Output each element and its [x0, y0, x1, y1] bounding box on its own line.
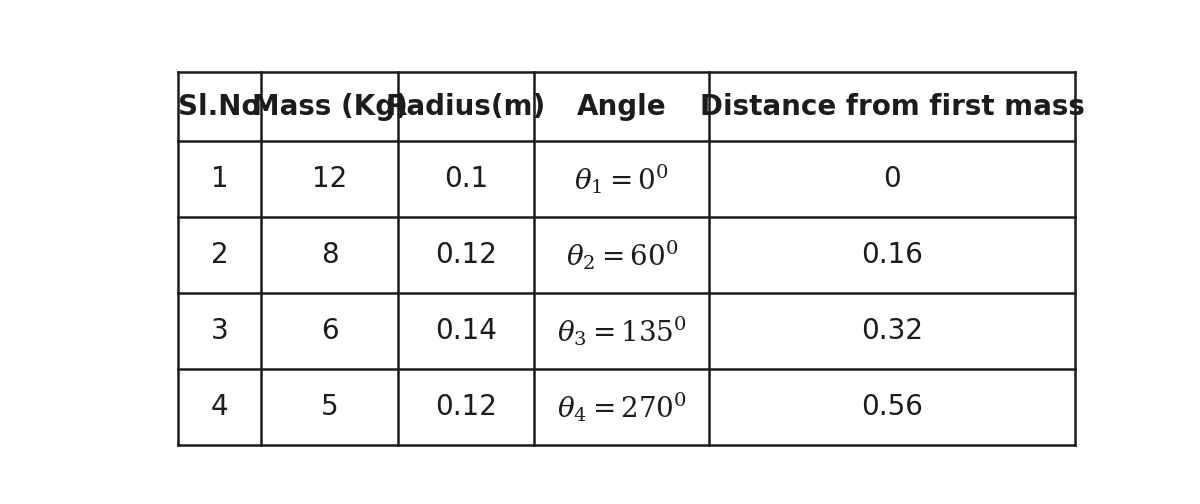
Text: Radius(m): Radius(m): [386, 93, 546, 120]
Text: 0.16: 0.16: [862, 241, 923, 269]
Text: 3: 3: [211, 317, 228, 345]
Text: 5: 5: [320, 393, 338, 421]
Text: 0.1: 0.1: [444, 165, 488, 193]
Text: 0.12: 0.12: [436, 241, 497, 269]
Text: $\theta_3=135^0$: $\theta_3=135^0$: [557, 314, 686, 348]
Text: 0.32: 0.32: [862, 317, 923, 345]
Text: 2: 2: [211, 241, 228, 269]
Text: 6: 6: [320, 317, 338, 345]
Text: Distance from first mass: Distance from first mass: [700, 93, 1085, 120]
Text: Sl.No: Sl.No: [179, 93, 260, 120]
Text: 0.56: 0.56: [862, 393, 923, 421]
Text: Angle: Angle: [577, 93, 666, 120]
Text: $\theta_1=0^0$: $\theta_1=0^0$: [575, 162, 670, 196]
Text: $\theta_2=60^0$: $\theta_2=60^0$: [565, 238, 678, 272]
Text: 0: 0: [883, 165, 901, 193]
Text: 0.12: 0.12: [436, 393, 497, 421]
Text: 12: 12: [312, 165, 347, 193]
Text: 4: 4: [211, 393, 228, 421]
Text: 0.14: 0.14: [436, 317, 497, 345]
Text: $\theta_4=270^0$: $\theta_4=270^0$: [557, 390, 686, 423]
Text: 1: 1: [211, 165, 228, 193]
Text: 8: 8: [320, 241, 338, 269]
Text: Mass (Kg): Mass (Kg): [252, 93, 408, 120]
